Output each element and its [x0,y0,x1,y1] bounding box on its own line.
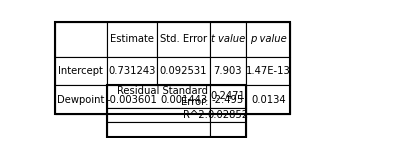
Text: Residual Standard
Error:: Residual Standard Error: [117,86,208,107]
Bar [107,85,157,114]
Text: 0.092531: 0.092531 [160,66,207,76]
Text: -2.495: -2.495 [212,95,244,105]
Bar [55,22,290,114]
Bar [210,85,246,108]
Bar [157,57,210,85]
Text: 7.903: 7.903 [213,66,242,76]
Bar [210,22,246,57]
Bar [210,108,246,122]
Text: 1.47E-13: 1.47E-13 [246,66,291,76]
Bar [210,57,246,85]
Text: R^2:: R^2: [183,110,208,120]
Text: 0.731243: 0.731243 [108,66,156,76]
Text: Estimate: Estimate [110,34,154,44]
Bar [246,85,290,114]
Bar [55,57,107,85]
Text: t value: t value [211,34,245,44]
Text: 0.2471: 0.2471 [210,91,245,102]
Text: 0.0134: 0.0134 [251,95,285,105]
Bar [107,85,246,137]
Bar [107,22,157,57]
Text: 0.001443: 0.001443 [160,95,207,105]
Bar [107,108,210,122]
Bar [55,85,107,114]
Text: -0.003601: -0.003601 [106,95,157,105]
Text: Intercept: Intercept [58,66,103,76]
Bar [107,57,157,85]
Text: 0.02852: 0.02852 [207,110,248,120]
Bar [107,122,210,137]
Text: Dewpoint: Dewpoint [57,95,104,105]
Bar [210,85,246,114]
Bar [210,122,246,137]
Bar [246,57,290,85]
Text: p value: p value [250,34,287,44]
Bar [107,85,210,108]
Bar [246,22,290,57]
Text: Std. Error: Std. Error [160,34,207,44]
Bar [55,22,107,57]
Bar [157,85,210,114]
Bar [157,22,210,57]
